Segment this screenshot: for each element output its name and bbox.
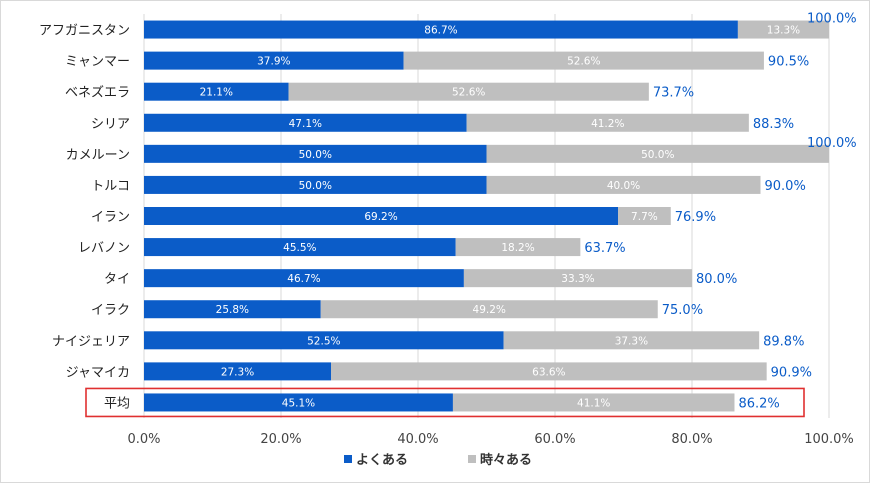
bar-segment [144, 300, 321, 319]
total-label: 90.0% [765, 179, 806, 194]
bar-segment [331, 362, 767, 381]
category-label: ベネズエラ [65, 85, 130, 101]
bar-segment [403, 51, 764, 70]
bar-segment [466, 113, 749, 132]
bar-segment [144, 113, 467, 132]
bar-segment [144, 144, 487, 163]
x-tick-label: 20.0% [260, 432, 301, 447]
legend-swatch [344, 455, 352, 463]
data-label: 49.2% [473, 304, 506, 316]
data-label: 45.5% [283, 242, 316, 254]
bar-segment [144, 362, 332, 381]
x-tick-label: 60.0% [534, 432, 575, 447]
bar-segment [486, 144, 829, 163]
data-label: 41.2% [591, 118, 624, 130]
total-label: 90.9% [771, 365, 812, 380]
category-label: ジャマイカ [66, 365, 130, 380]
legend-swatch [468, 455, 476, 463]
data-label: 45.1% [282, 397, 315, 409]
data-label: 46.7% [287, 273, 320, 285]
data-label: 52.5% [307, 335, 340, 347]
data-label: 50.0% [299, 149, 332, 161]
bar-segment [144, 331, 504, 350]
category-label: イラン [91, 210, 130, 225]
total-label: 100.0% [807, 12, 857, 27]
data-label: 52.6% [452, 87, 485, 99]
bar-segment [144, 269, 464, 288]
bar-segment [144, 238, 456, 257]
total-label: 89.8% [763, 334, 804, 349]
data-label: 37.9% [257, 56, 290, 68]
bar-segment [144, 207, 619, 225]
total-label: 90.5% [768, 55, 809, 70]
legend-label: 時々ある [480, 452, 532, 468]
category-label: アフガニスタン [39, 24, 130, 39]
bar-segment [144, 393, 453, 412]
bar-segment [463, 269, 692, 288]
data-label: 33.3% [561, 273, 594, 285]
total-label: 88.3% [753, 117, 794, 132]
x-tick-label: 100.0% [804, 432, 854, 447]
data-label: 40.0% [607, 180, 640, 192]
category-label: カメルーン [66, 148, 130, 163]
data-label: 50.0% [299, 180, 332, 192]
bar-segment [320, 300, 658, 319]
bar-segment [486, 175, 761, 194]
bar-segment [144, 82, 289, 101]
total-label: 100.0% [807, 136, 857, 151]
category-label: 平均 [104, 396, 130, 411]
data-label: 25.8% [216, 304, 249, 316]
bar-segment [503, 331, 760, 350]
data-label: 69.2% [364, 211, 397, 223]
category-label: シリア [91, 117, 130, 132]
total-label: 80.0% [696, 272, 737, 287]
x-tick-label: 80.0% [671, 432, 712, 447]
data-label: 63.6% [532, 366, 565, 378]
category-label: タイ [104, 272, 130, 287]
data-label: 47.1% [289, 118, 322, 130]
category-label: イラク [91, 303, 130, 318]
bar-segment [288, 82, 649, 101]
data-label: 50.0% [641, 149, 674, 161]
data-label: 52.6% [567, 56, 600, 68]
data-label: 27.3% [221, 366, 254, 378]
category-label: ナイジェリア [52, 334, 130, 349]
bar-segment [455, 238, 581, 257]
x-tick-label: 40.0% [397, 432, 438, 447]
highlight-box [85, 387, 805, 418]
data-label: 37.3% [615, 335, 648, 347]
bar-segment [144, 51, 404, 70]
bar-segment [452, 393, 735, 412]
data-label: 41.1% [577, 397, 610, 409]
bar-segment [737, 20, 829, 39]
data-label: 18.2% [501, 242, 534, 254]
total-label: 75.0% [662, 303, 703, 318]
data-label: 86.7% [424, 25, 457, 37]
total-label: 63.7% [584, 241, 625, 256]
total-label: 73.7% [653, 86, 694, 101]
x-tick-label: 0.0% [127, 432, 160, 447]
category-label: トルコ [91, 179, 130, 194]
data-label: 13.3% [767, 25, 800, 37]
total-label: 76.9% [675, 210, 716, 225]
category-label: ミャンマー [65, 55, 130, 70]
total-label: 86.2% [738, 396, 779, 411]
bar-segment [144, 175, 487, 194]
category-label: レバノン [78, 241, 130, 256]
bar-segment [618, 207, 671, 225]
bar-segment [144, 20, 738, 39]
legend-label: よくある [356, 453, 408, 468]
data-label: 21.1% [200, 87, 233, 99]
data-label: 7.7% [631, 211, 658, 223]
